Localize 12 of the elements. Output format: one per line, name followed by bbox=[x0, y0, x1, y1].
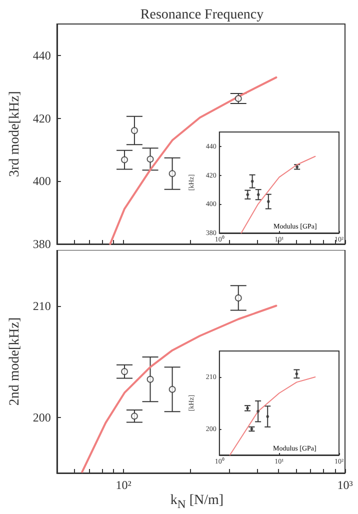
y-tick-label: 420 bbox=[32, 111, 51, 126]
y-axis-title: 3rd mode[kHz] bbox=[8, 91, 22, 177]
x-axis-title: k$_{N}$ [N/m] bbox=[169, 493, 225, 511]
y-tick-label: 440 bbox=[32, 48, 51, 62]
y-tick-label: 210 bbox=[32, 298, 51, 313]
x-tick-label: 10³ bbox=[337, 478, 354, 492]
y-tick-label: 400 bbox=[32, 174, 51, 188]
y-tick-label: 380 bbox=[32, 237, 51, 251]
y-tick-label: 200 bbox=[32, 410, 51, 424]
x-tick-label: 10² bbox=[116, 478, 132, 492]
chart-title: Resonance Frequency bbox=[140, 8, 264, 22]
y-axis-title: 2nd mode[kHz] bbox=[8, 317, 22, 406]
